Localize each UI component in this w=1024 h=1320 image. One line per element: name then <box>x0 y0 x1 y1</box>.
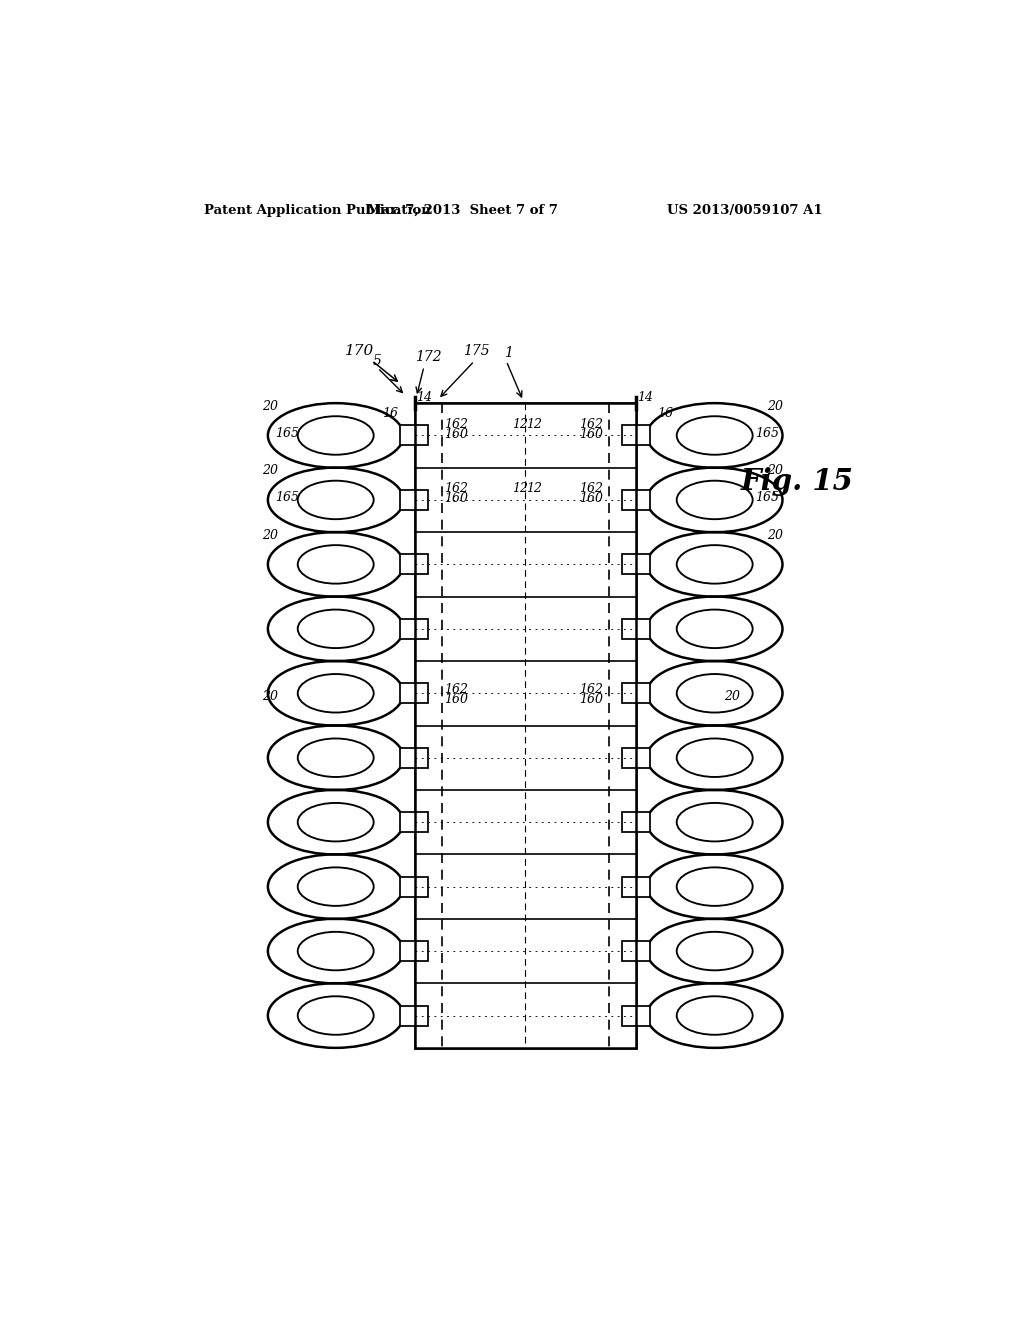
Bar <box>400 747 428 768</box>
Bar <box>622 941 650 961</box>
Bar <box>622 1006 650 1026</box>
Text: 160: 160 <box>444 428 468 441</box>
Bar <box>400 941 428 961</box>
Text: 20: 20 <box>262 528 279 541</box>
Bar <box>400 812 428 832</box>
Text: 20: 20 <box>767 528 783 541</box>
Bar <box>415 404 636 1048</box>
Bar <box>400 684 428 704</box>
Text: 5: 5 <box>373 354 382 368</box>
Text: Mar. 7, 2013  Sheet 7 of 7: Mar. 7, 2013 Sheet 7 of 7 <box>368 205 558 218</box>
Bar <box>400 1006 428 1026</box>
Text: 20: 20 <box>724 690 740 702</box>
Bar <box>622 425 650 445</box>
Text: 165: 165 <box>755 491 779 504</box>
Bar <box>622 876 650 896</box>
Text: 162: 162 <box>444 418 468 430</box>
Text: 16: 16 <box>657 407 674 420</box>
Text: 165: 165 <box>755 426 779 440</box>
Text: US 2013/0059107 A1: US 2013/0059107 A1 <box>668 205 823 218</box>
Bar <box>622 619 650 639</box>
Text: 165: 165 <box>275 426 299 440</box>
Text: 170: 170 <box>345 343 397 381</box>
Text: 1: 1 <box>504 346 513 360</box>
Text: 20: 20 <box>262 400 279 413</box>
Text: 160: 160 <box>444 492 468 506</box>
Text: 162: 162 <box>579 418 603 430</box>
Text: 160: 160 <box>444 693 468 705</box>
Text: 12: 12 <box>512 482 528 495</box>
Bar <box>400 619 428 639</box>
Text: 160: 160 <box>579 428 603 441</box>
Text: 12: 12 <box>526 418 543 430</box>
Text: Fig. 15: Fig. 15 <box>740 466 853 495</box>
Text: 12: 12 <box>526 482 543 495</box>
Bar <box>622 554 650 574</box>
Bar <box>622 812 650 832</box>
Bar <box>622 490 650 510</box>
Text: 20: 20 <box>767 400 783 413</box>
Text: 162: 162 <box>579 482 603 495</box>
Text: 175: 175 <box>463 343 489 358</box>
Bar <box>622 684 650 704</box>
Bar <box>400 490 428 510</box>
Text: 16: 16 <box>382 407 398 420</box>
Bar <box>400 876 428 896</box>
Bar <box>400 554 428 574</box>
Text: 20: 20 <box>262 465 279 477</box>
Text: 160: 160 <box>579 693 603 705</box>
Text: 14: 14 <box>637 391 653 404</box>
Text: 20: 20 <box>262 690 279 702</box>
Text: 162: 162 <box>444 684 468 696</box>
Text: Patent Application Publication: Patent Application Publication <box>204 205 431 218</box>
Text: 165: 165 <box>275 491 299 504</box>
Text: 12: 12 <box>512 418 528 430</box>
Text: 160: 160 <box>579 492 603 506</box>
Text: 172: 172 <box>415 350 441 364</box>
Bar <box>622 747 650 768</box>
Text: 162: 162 <box>444 482 468 495</box>
Text: 20: 20 <box>767 465 783 477</box>
Text: 162: 162 <box>579 684 603 696</box>
Text: 14: 14 <box>417 391 432 404</box>
Bar <box>400 425 428 445</box>
